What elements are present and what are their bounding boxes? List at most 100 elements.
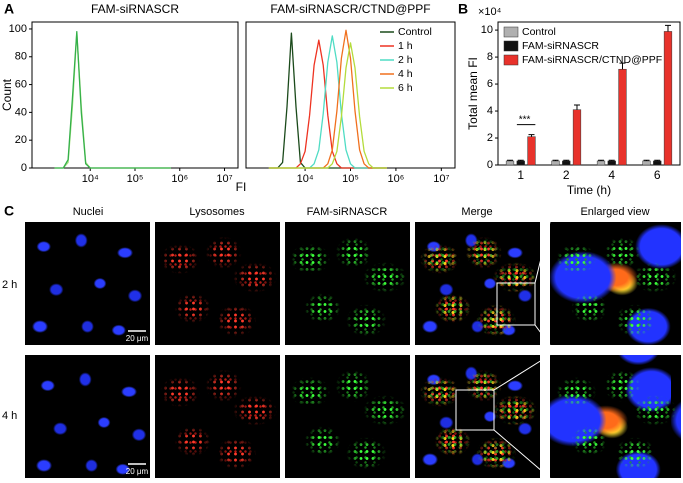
fam-signal xyxy=(415,355,540,478)
error-bar xyxy=(608,159,615,161)
error-bar xyxy=(598,159,605,161)
lysosome-signal xyxy=(155,222,280,345)
image-lysosomes xyxy=(155,222,280,345)
bar xyxy=(663,31,673,166)
bar xyxy=(527,136,536,166)
x-tick-label: 10⁷ xyxy=(216,173,232,185)
error-bar xyxy=(664,24,671,32)
column-title: FAM-siRNASCR xyxy=(307,206,388,218)
bar xyxy=(607,160,616,166)
bar xyxy=(516,160,525,166)
image-fam xyxy=(285,355,410,478)
column-title: Merge xyxy=(461,206,492,218)
legend-label: 2 h xyxy=(398,54,413,66)
legend-swatch xyxy=(503,40,519,52)
y-tick-label: 0 xyxy=(21,162,27,174)
y-tick-label: 60 xyxy=(15,78,27,90)
nuclei xyxy=(25,355,150,478)
x-tick-label: 10⁵ xyxy=(127,173,144,185)
bar xyxy=(618,68,627,166)
legend-label: Control xyxy=(522,26,556,38)
nuclei xyxy=(25,222,150,345)
bar xyxy=(572,109,582,166)
y-tick-label: 4 xyxy=(487,105,493,117)
y-tick-label: 10 xyxy=(481,24,493,36)
bar xyxy=(653,160,662,166)
axis-multiplier: ×10⁴ xyxy=(478,6,502,18)
x-tick-label: 4 xyxy=(608,168,615,182)
fam-signal xyxy=(285,355,410,478)
row-label: 4 h xyxy=(2,410,17,422)
error-bar xyxy=(654,159,661,161)
column-title: Nuclei xyxy=(73,206,104,218)
legend-label: FAM-siRNASCR/CTND@PPF xyxy=(522,54,662,66)
x-tick-label: 10⁴ xyxy=(297,173,314,185)
legend-label: 6 h xyxy=(398,82,413,94)
error-bar xyxy=(517,159,524,161)
error-bar xyxy=(563,159,570,161)
y-tick-label: 2 xyxy=(487,132,493,144)
fam-signal xyxy=(285,222,410,345)
row-label: 2 h xyxy=(2,279,17,291)
curve xyxy=(268,29,387,169)
bar xyxy=(562,160,571,166)
bar xyxy=(642,160,651,166)
legend-label: 1 h xyxy=(398,40,413,52)
chart-title: FAM-siRNASCR/CTND@PPF xyxy=(270,2,430,16)
image-nuclei xyxy=(25,222,150,345)
legend-label: 4 h xyxy=(398,68,413,80)
x-tick-label: 10⁵ xyxy=(342,173,359,185)
x-axis-label: Time (h) xyxy=(567,183,611,197)
panel-label: A xyxy=(4,1,14,17)
curve xyxy=(54,31,171,169)
error-bar xyxy=(619,62,626,70)
fam-signal xyxy=(550,222,681,345)
panel-label: B xyxy=(458,1,468,17)
curve xyxy=(268,32,387,169)
bar xyxy=(596,160,606,166)
annotation: *** xyxy=(519,114,531,125)
lysosome-signal xyxy=(155,355,280,478)
x-tick-label: 10⁶ xyxy=(171,173,188,185)
chart-title: FAM-siRNASCR xyxy=(91,2,179,16)
x-tick-label: 1 xyxy=(517,168,524,182)
plot-frame xyxy=(497,21,681,166)
x-tick-label: 10⁶ xyxy=(388,173,405,185)
legend-label: FAM-siRNASCR xyxy=(522,40,599,52)
y-tick-label: 0 xyxy=(487,159,493,171)
x-tick-label: 10⁴ xyxy=(82,173,99,185)
curve xyxy=(268,35,387,169)
legend-swatch xyxy=(503,26,519,38)
y-axis-label: Total mean FI xyxy=(466,57,480,130)
error-bar xyxy=(507,159,514,161)
legend-swatch xyxy=(503,54,519,66)
x-tick-label: 10⁷ xyxy=(433,173,449,185)
image-merge xyxy=(415,222,540,345)
y-tick-label: 8 xyxy=(487,51,493,63)
image-merge xyxy=(415,355,540,478)
x-tick-label: 6 xyxy=(654,168,661,182)
fam-signal xyxy=(415,222,540,345)
column-title: Enlarged view xyxy=(580,206,649,218)
image-lysosomes xyxy=(155,355,280,478)
x-tick-label: 2 xyxy=(563,168,570,182)
column-title: Lysosomes xyxy=(189,206,245,218)
legend-label: Control xyxy=(398,26,432,38)
y-tick-label: 6 xyxy=(487,78,493,90)
error-bar xyxy=(528,134,535,137)
y-tick-label: 20 xyxy=(15,134,27,146)
panel-label: C xyxy=(4,203,14,219)
image-nuclei xyxy=(25,355,150,478)
bar xyxy=(505,160,515,166)
y-tick-label: 80 xyxy=(15,51,27,63)
error-bar xyxy=(552,159,559,161)
plot-frame xyxy=(31,21,239,169)
image-enlarged xyxy=(550,222,681,345)
error-bar xyxy=(643,159,650,161)
image-fam xyxy=(285,222,410,345)
fam-signal xyxy=(550,355,681,478)
y-tick-label: 100 xyxy=(9,23,27,35)
bar xyxy=(551,160,560,166)
